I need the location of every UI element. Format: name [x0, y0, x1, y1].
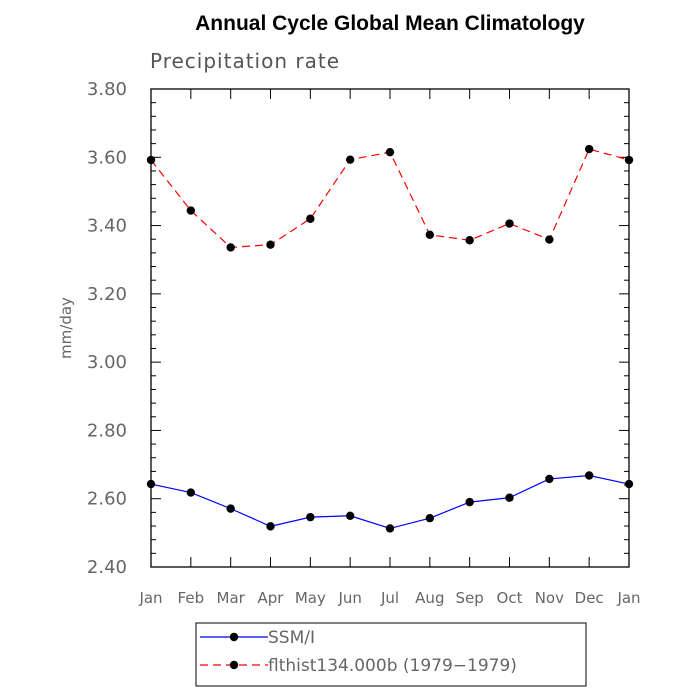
chart-subtitle: Precipitation rate	[150, 49, 340, 73]
y-axis-label: mm/day	[57, 297, 75, 359]
legend: SSM/I flthist134.000b (1979−1979)	[195, 622, 587, 687]
series-2-point	[385, 147, 395, 157]
series-1-point	[505, 493, 514, 502]
series-1-point	[186, 488, 196, 497]
y-tick-label: 2.60	[87, 489, 127, 510]
x-tick-label: Aug	[415, 589, 444, 607]
y-tick-label: 3.60	[87, 147, 127, 168]
legend-label-1: SSM/I	[268, 628, 315, 648]
chart-title: Annual Cycle Global Mean Climatology	[195, 12, 585, 35]
series-1-point	[226, 504, 235, 513]
series-line-2	[150, 148, 630, 249]
y-tick-label: 3.00	[87, 352, 127, 373]
series-2-point	[266, 240, 275, 249]
x-tick-label: Jun	[337, 589, 361, 607]
y-tick-label: 3.80	[87, 79, 127, 100]
x-tick-label: Mar	[217, 589, 246, 607]
series-line-1	[150, 474, 630, 530]
x-tick-label: Jan	[138, 589, 162, 607]
series-1-point	[584, 471, 594, 480]
x-tick-label: Apr	[258, 589, 285, 607]
series-1-point	[306, 512, 315, 522]
series-2-point	[545, 235, 554, 244]
legend-marker-2	[229, 660, 239, 670]
y-tick-label: 2.40	[87, 557, 127, 578]
x-tick-label: Sep	[456, 589, 484, 607]
x-tick-label: Oct	[497, 589, 523, 607]
x-tick-label: Dec	[575, 589, 604, 607]
x-tick-label: Jul	[380, 589, 399, 607]
x-tick-label: Jan	[616, 589, 640, 607]
series-1-point	[266, 522, 275, 531]
x-tick-label: May	[295, 589, 326, 607]
series-2-point	[226, 243, 235, 252]
legend-marker-1	[229, 632, 239, 642]
series-2-point	[584, 144, 594, 154]
y-tick-label: 3.40	[87, 216, 127, 237]
series-1-point	[624, 479, 634, 489]
series-1-point	[345, 511, 355, 520]
plot-area: 2.40 2.60 2.80 3.00 3.20 3.40 3.60 3.80 Jan Feb Ma…	[87, 79, 641, 607]
series-2-point	[465, 236, 474, 245]
legend-box	[195, 622, 587, 687]
series-1-point	[146, 479, 156, 489]
x-tick-label: Nov	[535, 589, 564, 607]
series-2-point	[345, 155, 355, 164]
plot-frame	[150, 88, 630, 568]
series-2-point	[425, 230, 435, 239]
series-1-point	[385, 524, 395, 533]
series-2-point	[146, 155, 156, 165]
series-2-point	[505, 219, 514, 228]
series-2-point	[624, 155, 634, 165]
series-2-point	[306, 214, 315, 223]
series-1-point	[465, 497, 474, 507]
series-2-point	[186, 206, 196, 215]
series-1-point	[425, 513, 435, 523]
y-tick-label: 2.80	[87, 420, 127, 441]
series-1-point	[545, 474, 554, 484]
x-tick-label: Feb	[178, 589, 205, 607]
y-tick-label: 3.20	[87, 284, 127, 305]
legend-label-2: flthist134.000b (1979−1979)	[268, 656, 517, 676]
